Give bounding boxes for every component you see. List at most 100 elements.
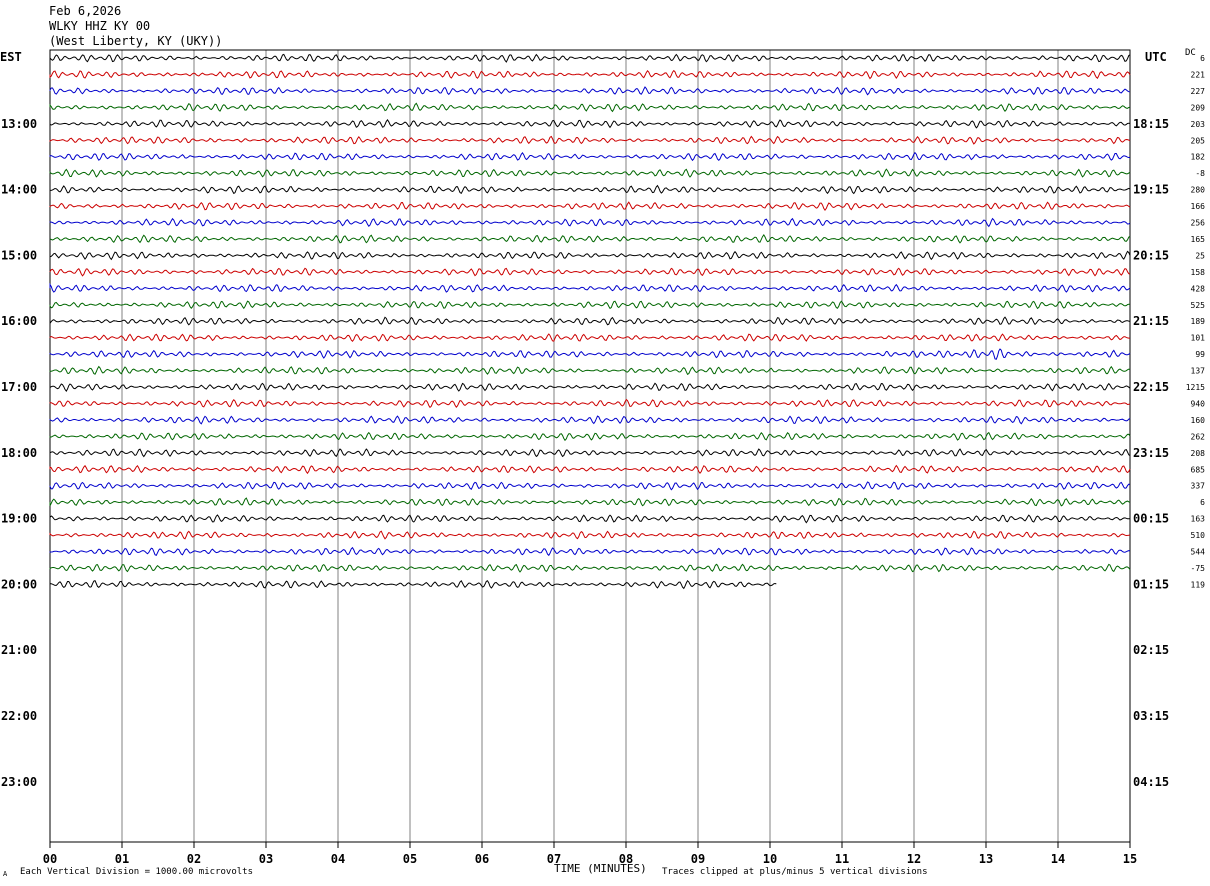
left-hour-label-10: 23:00 [1, 775, 37, 789]
dc-value-16: 189 [1191, 317, 1206, 326]
x-tick-label-12: 12 [907, 852, 921, 866]
trace-line-30 [49, 546, 1131, 557]
dc-value-15: 525 [1191, 301, 1206, 310]
date-label: Feb 6,2026 [49, 4, 122, 18]
x-tick-label-9: 09 [691, 852, 705, 866]
left-hour-label-6: 19:00 [1, 512, 37, 526]
trace-line-12 [49, 250, 1131, 261]
dc-header-label: DC [1185, 48, 1196, 58]
dc-value-30: 544 [1191, 548, 1206, 557]
left-hour-label-3: 16:00 [1, 314, 37, 328]
x-tick-label-1: 01 [115, 852, 129, 866]
dc-value-11: 165 [1191, 235, 1206, 244]
dc-value-32: 119 [1191, 580, 1206, 589]
x-tick-label-14: 14 [1051, 852, 1065, 866]
right-hour-label-8: 02:15 [1133, 643, 1169, 657]
dc-value-10: 256 [1191, 219, 1206, 228]
trace-line-23 [49, 431, 1131, 442]
trace-line-29 [49, 530, 1131, 540]
x-tick-label-0: 00 [43, 852, 57, 866]
dc-value-26: 337 [1191, 482, 1206, 491]
dc-value-14: 428 [1191, 284, 1206, 293]
left-hour-label-1: 14:00 [1, 183, 37, 197]
trace-line-20 [49, 382, 1131, 393]
x-axis-title: TIME (MINUTES) [554, 862, 647, 875]
left-timezone-label: EST [0, 50, 22, 64]
left-hour-label-9: 22:00 [1, 709, 37, 723]
right-hour-label-9: 03:15 [1133, 709, 1169, 723]
dc-value-28: 163 [1191, 515, 1206, 524]
dc-value-3: 209 [1191, 103, 1206, 112]
right-hour-label-2: 20:15 [1133, 248, 1169, 262]
right-hour-label-0: 18:15 [1133, 117, 1169, 131]
trace-line-13 [49, 267, 1131, 277]
trace-line-16 [49, 316, 1131, 326]
trace-line-7 [49, 168, 1131, 178]
dc-value-24: 208 [1191, 449, 1206, 458]
dc-value-29: 510 [1191, 531, 1206, 540]
left-hour-label-7: 20:00 [1, 577, 37, 591]
dc-value-2: 227 [1191, 87, 1206, 96]
dc-value-6: 182 [1191, 153, 1206, 162]
trace-line-14 [49, 282, 1131, 293]
right-hour-label-3: 21:15 [1133, 314, 1169, 328]
trace-line-22 [49, 415, 1131, 425]
dc-value-12: 25 [1195, 251, 1205, 260]
trace-line-4 [49, 119, 1131, 129]
right-hour-label-7: 01:15 [1133, 577, 1169, 591]
location-label: (West Liberty, KY (UKY)) [49, 34, 223, 48]
dc-value-19: 137 [1191, 367, 1206, 376]
trace-line-25 [49, 464, 1131, 475]
trace-line-21 [49, 398, 1131, 409]
dc-value-5: 205 [1191, 136, 1206, 145]
dc-value-25: 685 [1191, 465, 1206, 474]
dc-value-1: 221 [1191, 70, 1206, 79]
left-hour-label-8: 21:00 [1, 643, 37, 657]
trace-line-10 [49, 217, 1131, 228]
dc-value-7: -8 [1195, 169, 1205, 178]
dc-value-18: 99 [1195, 350, 1205, 359]
corner-mark: A [3, 870, 8, 878]
dc-value-8: 280 [1191, 186, 1206, 195]
trace-line-26 [49, 481, 1131, 491]
trace-line-6 [49, 151, 1130, 162]
scale-note: Each Vertical Division = 1000.00 microvo… [20, 867, 253, 877]
trace-line-9 [49, 201, 1131, 211]
trace-line-3 [49, 102, 1131, 113]
trace-line-28 [49, 514, 1130, 524]
x-tick-label-15: 15 [1123, 852, 1137, 866]
dc-value-31: -75 [1191, 564, 1206, 573]
x-tick-label-7: 07 [547, 852, 561, 866]
x-tick-label-3: 03 [259, 852, 273, 866]
x-tick-label-11: 11 [835, 852, 849, 866]
right-timezone-label: UTC [1145, 50, 1167, 64]
x-tick-label-10: 10 [763, 852, 777, 866]
dc-value-23: 262 [1191, 432, 1206, 441]
dc-value-4: 203 [1191, 120, 1206, 129]
dc-value-20: 1215 [1186, 383, 1205, 392]
right-hour-label-4: 22:15 [1133, 380, 1169, 394]
right-hour-label-5: 23:15 [1133, 446, 1169, 460]
trace-line-18 [49, 348, 1131, 360]
x-tick-label-5: 05 [403, 852, 417, 866]
station-label: WLKY HHZ KY 00 [49, 19, 151, 33]
plot-frame [49, 49, 1131, 843]
right-hour-label-6: 00:15 [1133, 512, 1169, 526]
trace-line-8 [49, 184, 1131, 195]
left-hour-label-5: 18:00 [1, 446, 37, 460]
trace-line-32 [49, 579, 777, 590]
dc-value-21: 940 [1191, 399, 1206, 408]
dc-value-0: 6 [1200, 54, 1205, 63]
trace-line-17 [49, 333, 1130, 342]
dc-value-13: 158 [1191, 268, 1206, 277]
dc-value-22: 160 [1191, 416, 1206, 425]
trace-line-11 [49, 233, 1131, 244]
trace-line-24 [49, 448, 1131, 458]
left-hour-label-2: 15:00 [1, 248, 37, 262]
left-hour-label-0: 13:00 [1, 117, 37, 131]
dc-value-17: 101 [1191, 334, 1206, 343]
x-tick-label-8: 08 [619, 852, 633, 866]
x-tick-label-4: 04 [331, 852, 345, 866]
trace-line-2 [49, 86, 1131, 96]
